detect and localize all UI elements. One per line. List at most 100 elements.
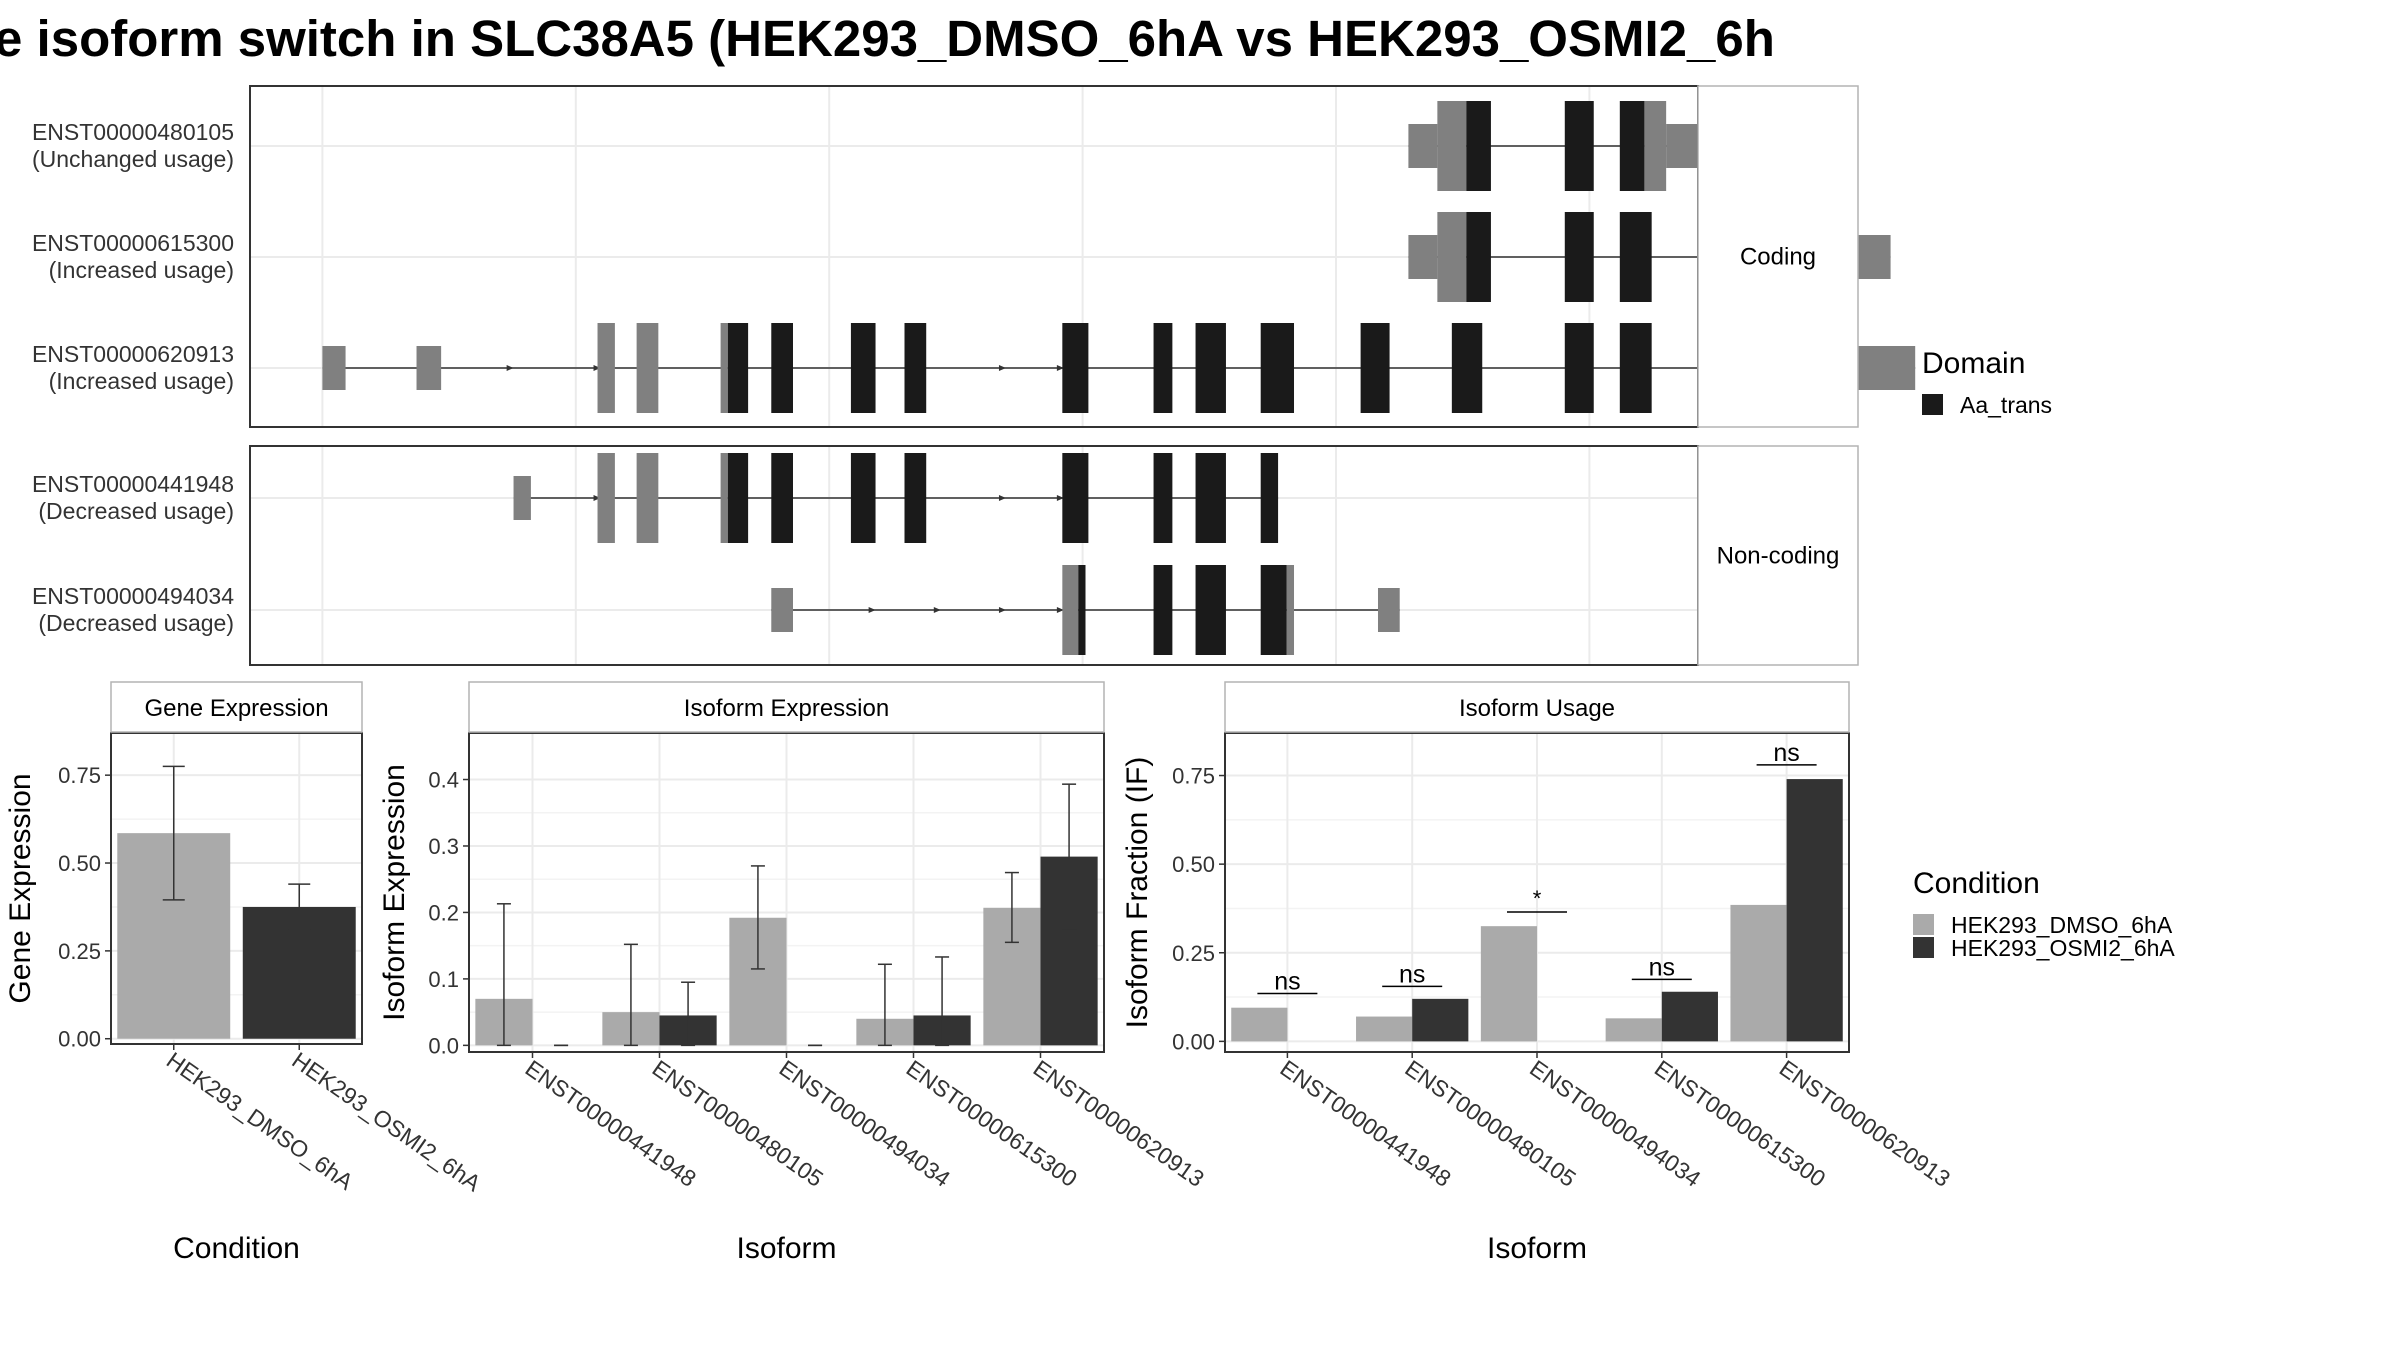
exon-domain [1153, 565, 1173, 655]
exon-utr [1408, 235, 1438, 279]
exon-utr [597, 323, 615, 413]
exon-utr [416, 346, 442, 390]
exon-domain [727, 453, 749, 543]
strand-arrow [1056, 495, 1064, 501]
exon-domain [1564, 323, 1594, 413]
exon-domain [1062, 323, 1089, 413]
chart-title: Gene Expression [144, 695, 328, 722]
legend-condition-label-dmso: HEK293_DMSO_6hA [1951, 912, 2173, 938]
bar [1480, 926, 1537, 1042]
strand-arrow [998, 365, 1006, 371]
exon-domain [1260, 323, 1295, 413]
strand-arrow [593, 495, 601, 501]
exon-utr [1437, 101, 1467, 191]
exon-domain [1619, 323, 1652, 413]
y-axis-label: Isoform Fraction (IF) [1121, 757, 1154, 1029]
exon-domain [850, 323, 876, 413]
exon-domain [904, 323, 927, 413]
exon-domain [850, 453, 876, 543]
exon-utr [597, 453, 615, 543]
exon-domain [1619, 101, 1645, 191]
significance-label: ns [1399, 960, 1425, 988]
exon-domain [1466, 101, 1491, 191]
exon-utr [771, 588, 793, 632]
bar [1605, 1018, 1662, 1042]
y-tick-label: 0.75 [1172, 764, 1215, 789]
chart-strip [110, 681, 363, 733]
strand-arrow [933, 607, 941, 613]
y-tick-label: 0.2 [428, 900, 459, 925]
y-tick-label: 0.75 [58, 763, 101, 788]
legend-domain-key [1922, 394, 1943, 415]
x-axis-label: Isoform [736, 1232, 836, 1265]
bar [1356, 1016, 1413, 1042]
chart-strip [468, 681, 1105, 733]
strand-arrow [506, 365, 514, 371]
strand-arrow [1056, 607, 1064, 613]
transcript-id-label: ENST00000620913 [32, 341, 234, 367]
exon-utr [1062, 565, 1079, 655]
y-axis-label: Isoform Expression [378, 764, 411, 1021]
chart-title: Isoform Usage [1459, 695, 1615, 722]
strand-arrow [1056, 365, 1064, 371]
y-tick-label: 0.25 [58, 939, 101, 964]
transcript-usage-label: (Increased usage) [49, 257, 234, 283]
significance-label: ns [1649, 953, 1675, 981]
structure-strip [1697, 445, 1859, 666]
exon-utr [636, 323, 659, 413]
exon-domain [1564, 212, 1594, 302]
legend-condition-key-osmi [1913, 937, 1934, 958]
exon-domain [771, 323, 793, 413]
legend-domain-title: Domain [1922, 347, 2025, 380]
transcript-usage-label: (Unchanged usage) [32, 146, 234, 172]
chart-strip [1224, 681, 1850, 733]
exon-domain [1153, 323, 1173, 413]
y-tick-label: 0.4 [428, 768, 459, 793]
strand-arrow [868, 607, 876, 613]
exon-utr [322, 346, 346, 390]
bar [1412, 998, 1469, 1042]
legend-condition-key-dmso [1913, 914, 1934, 935]
exon-domain [1195, 565, 1226, 655]
exon-utr [1850, 346, 1916, 390]
y-tick-label: 0.50 [1172, 852, 1215, 877]
y-tick-label: 0.50 [58, 851, 101, 876]
significance-label: ns [1274, 968, 1300, 996]
exon-utr [720, 323, 728, 413]
legend-condition-label-osmi: HEK293_OSMI2_6hA [1951, 935, 2175, 961]
bar [1786, 779, 1843, 1042]
exon-domain [1260, 453, 1279, 543]
transcript-id-label: ENST00000615300 [32, 230, 234, 256]
exon-domain [1360, 323, 1390, 413]
legend-domain-label: Aa_trans [1960, 392, 2052, 418]
exon-domain [904, 453, 927, 543]
exon-domain [727, 323, 749, 413]
exon-domain [1195, 453, 1226, 543]
exon-utr [1644, 101, 1667, 191]
y-axis-label: Gene Expression [4, 773, 37, 1003]
transcript-id-label: ENST00000494034 [32, 583, 234, 609]
y-tick-label: 0.00 [1172, 1029, 1215, 1054]
strand-arrow [593, 365, 601, 371]
exon-domain [1153, 453, 1173, 543]
significance-label: ns [1773, 739, 1799, 767]
exon-domain [1195, 323, 1226, 413]
transcript-id-label: ENST00000441948 [32, 471, 234, 497]
figure-title: e isoform switch in SLC38A5 (HEK293_DMSO… [0, 10, 1775, 67]
chart-title: Isoform Expression [684, 695, 889, 722]
exon-utr [513, 476, 531, 520]
exon-domain [1078, 565, 1086, 655]
significance-label: * [1533, 886, 1542, 911]
y-tick-label: 0.0 [428, 1033, 459, 1058]
structure-panel-bg [250, 446, 1698, 665]
exon-utr [1437, 212, 1467, 302]
transcript-usage-label: (Decreased usage) [38, 498, 234, 524]
strand-arrow [998, 607, 1006, 613]
exon-utr [720, 453, 728, 543]
chart-panel-border [110, 732, 363, 1045]
y-tick-label: 0.00 [58, 1027, 101, 1052]
bar [1231, 1007, 1288, 1042]
structure-strip-label: Non-coding [1717, 543, 1840, 570]
bar [1730, 904, 1787, 1042]
exon-utr [1408, 124, 1438, 168]
